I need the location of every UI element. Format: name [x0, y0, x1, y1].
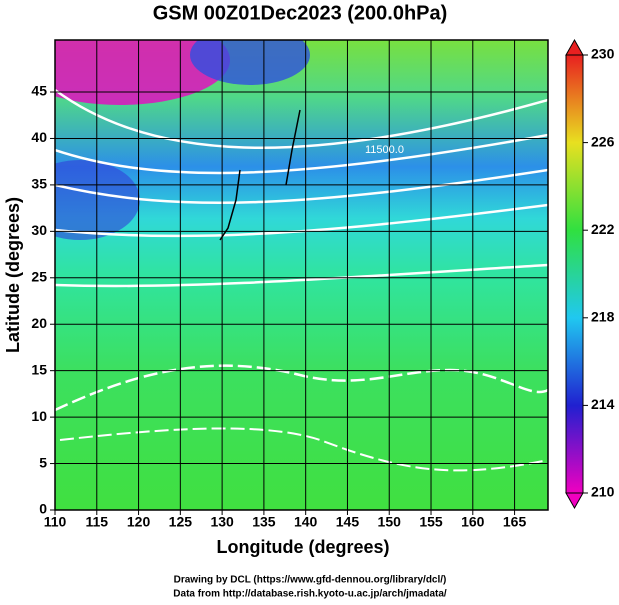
- x-tick-label: 140: [294, 514, 318, 530]
- x-tick-label: 150: [378, 514, 402, 530]
- y-tick-label: 10: [31, 408, 47, 424]
- credit: Drawing by DCL (https://www.gfd-dennou.o…: [174, 575, 447, 586]
- colorbar-tick-label: 214: [591, 396, 615, 412]
- x-tick-label: 160: [461, 514, 485, 530]
- x-tick-label: 115: [85, 514, 108, 530]
- x-tick-label: 165: [503, 514, 527, 530]
- credit: Data from http://database.rish.kyoto-u.a…: [173, 589, 447, 600]
- colorbar-tick-label: 210: [591, 484, 615, 500]
- chart-title: GSM 00Z01Dec2023 (200.0hPa): [153, 2, 448, 24]
- colorbar-tick-label: 226: [591, 133, 615, 149]
- y-tick-label: 35: [31, 176, 47, 192]
- colorbar-tick-label: 222: [591, 221, 615, 237]
- colorbar: [565, 54, 584, 494]
- contour-label: 11500.0: [365, 144, 404, 156]
- x-tick-label: 110: [44, 514, 67, 530]
- colorbar-extend: [565, 38, 584, 56]
- y-tick-label: 15: [31, 361, 47, 377]
- x-tick-label: 120: [127, 514, 151, 530]
- y-tick-label: 20: [31, 315, 47, 331]
- field: [55, 40, 548, 510]
- colorbar-tick-label: 218: [591, 309, 615, 325]
- plot-frame: [54, 39, 549, 511]
- x-tick-label: 125: [169, 514, 193, 530]
- x-axis-label: Longitude (degrees): [216, 537, 389, 557]
- y-tick-label: 0: [39, 501, 47, 517]
- colorbar-extend: [565, 492, 584, 510]
- x-tick-label: 155: [419, 514, 443, 530]
- y-tick-label: 45: [31, 83, 47, 99]
- y-tick-label: 5: [39, 454, 47, 470]
- y-tick-label: 25: [31, 268, 47, 284]
- y-tick-label: 40: [31, 129, 47, 145]
- y-axis-label: Latitude (degrees): [3, 197, 23, 353]
- x-tick-label: 135: [252, 514, 276, 530]
- x-tick-label: 130: [210, 514, 234, 530]
- y-tick-label: 30: [31, 222, 47, 238]
- x-tick-label: 145: [336, 514, 360, 530]
- colorbar-tick-label: 230: [591, 46, 615, 62]
